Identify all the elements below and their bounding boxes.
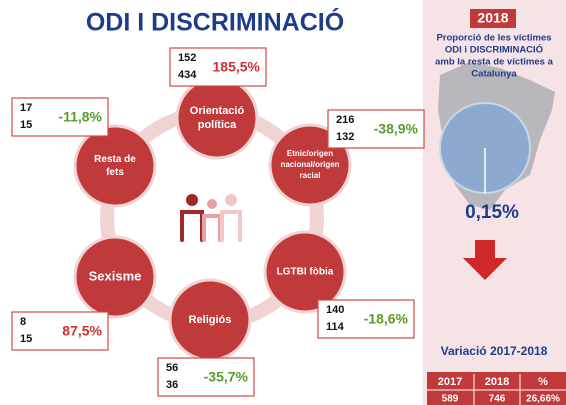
stat-change: 87,5% [62,323,102,339]
people-icon [180,194,242,242]
table-header: 2017 [438,376,462,388]
stat-value: 140 [326,304,344,316]
stat-box [317,299,415,339]
node-label: nacional/origen [280,160,339,169]
year-badge [470,9,516,28]
stat-box [11,311,109,351]
node-label: Sexisme [89,268,142,283]
stat-box [157,357,255,397]
table-cell: 26,66% [526,394,560,405]
caption: Proporció de les víctimes [436,33,551,44]
stat-value: 15 [20,333,32,345]
stat-value: 56 [166,362,178,374]
stat-value: 17 [20,102,32,114]
stat-change: 185,5% [213,59,261,75]
stat-change: -18,6% [364,311,409,327]
node-circle [73,124,157,208]
stat-value: 36 [166,379,178,391]
caption: ODI i DISCRIMINACIÓ [445,44,543,56]
variation: Variació 2017-2018 [441,344,548,358]
year: 2018 [477,10,508,26]
stat-box [327,109,425,149]
stat-box [169,47,267,87]
stat-value: 15 [20,119,32,131]
node-circle [263,230,347,314]
stat-value: 152 [178,52,196,64]
node-label: Resta de [94,154,136,165]
title: ODI I DISCRIMINACIÓ [86,7,344,37]
node-label: fets [106,167,124,178]
table-cell: 589 [442,394,459,405]
caption: Catalunya [471,69,517,80]
node-label: Etnic/origen [287,149,333,158]
node-label: política [198,119,237,131]
table-bg [427,372,566,405]
table-header: 2018 [485,376,509,388]
stat-value: 434 [178,69,197,81]
stat-value: 114 [326,321,345,333]
caption: amb la resta de víctimes a [435,57,553,68]
stat-value: 216 [336,114,354,126]
table-header: % [538,376,548,388]
stat-change: -11,8% [58,109,102,125]
stat-change: -35,7% [204,369,249,385]
stat-value: 132 [336,131,354,143]
node-label: racial [300,171,321,180]
stat-change: -38,9% [374,121,419,137]
node-label: Orientació [190,105,245,117]
share: 0,15% [465,202,519,223]
node-label: LGTBI fòbia [277,267,334,278]
stat-value: 8 [20,316,26,328]
arrow-down [463,240,507,280]
stat-box [11,97,109,137]
node-label: Religiós [189,314,232,326]
table-cell: 746 [489,394,506,405]
node-circle [73,235,157,319]
